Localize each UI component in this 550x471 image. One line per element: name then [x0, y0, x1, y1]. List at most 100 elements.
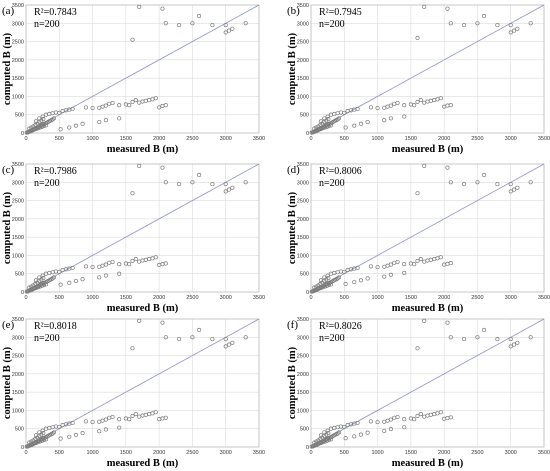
- data-point: [320, 285, 326, 290]
- data-point: [415, 258, 420, 263]
- data-point: [43, 437, 49, 442]
- data-point: [25, 130, 31, 135]
- data-point: [97, 419, 102, 424]
- data-point: [83, 105, 88, 110]
- data-point: [482, 327, 487, 333]
- data-point: [395, 100, 400, 106]
- x-tick-label: 500: [340, 450, 349, 456]
- sample-size-text: n=200: [319, 19, 345, 30]
- data-point: [495, 182, 500, 187]
- x-tick-label: 1000: [86, 295, 98, 301]
- data-point: [508, 189, 513, 194]
- data-point: [368, 419, 373, 424]
- x-tick-label: 2500: [186, 136, 198, 142]
- data-point: [392, 260, 397, 265]
- data-point: [58, 436, 63, 441]
- data-point: [322, 125, 328, 130]
- x-axis-title: measured B (m): [392, 144, 464, 155]
- data-point: [110, 259, 115, 265]
- x-tick-label: 2000: [153, 295, 165, 301]
- data-point: [226, 187, 232, 192]
- data-point: [100, 104, 105, 109]
- data-point: [41, 431, 46, 436]
- data-point: [117, 271, 122, 276]
- x-tick-label: 1500: [120, 450, 132, 456]
- data-point: [312, 126, 317, 131]
- x-tick-label: 1000: [371, 295, 383, 301]
- data-point: [388, 272, 393, 277]
- data-point: [53, 424, 59, 429]
- data-point: [415, 346, 420, 351]
- data-point: [67, 434, 72, 439]
- data-point: [43, 123, 49, 128]
- y-tick-label: 1000: [297, 94, 309, 100]
- y-tick-label: 3000: [297, 335, 309, 341]
- data-point: [310, 289, 316, 294]
- data-point: [438, 410, 443, 415]
- data-point: [103, 103, 108, 108]
- data-point: [29, 287, 35, 292]
- data-point: [312, 443, 318, 448]
- data-point: [150, 97, 155, 102]
- data-point: [51, 116, 57, 121]
- data-point: [39, 283, 45, 288]
- data-point: [73, 278, 78, 284]
- data-point: [140, 99, 145, 104]
- data-point: [482, 172, 487, 178]
- panel-label: (a): [2, 5, 15, 17]
- data-point: [528, 180, 533, 185]
- y-tick-label: 0: [306, 445, 309, 451]
- data-point: [515, 26, 520, 31]
- data-point: [223, 182, 228, 187]
- data-point: [445, 103, 450, 108]
- data-point: [130, 99, 135, 104]
- data-point: [336, 430, 342, 435]
- data-point: [137, 4, 142, 9]
- data-point: [163, 103, 168, 108]
- data-point: [25, 289, 31, 294]
- data-point: [117, 425, 122, 430]
- data-point: [365, 119, 370, 125]
- data-point: [345, 109, 350, 114]
- data-point: [316, 127, 322, 132]
- data-point: [336, 116, 342, 121]
- data-point: [41, 117, 46, 122]
- data-point: [352, 434, 357, 439]
- sample-size-text: n=200: [34, 333, 60, 344]
- x-tick-label: 2500: [186, 450, 198, 456]
- data-point: [130, 346, 135, 351]
- plot-frame: [25, 163, 260, 293]
- x-tick-label: 500: [55, 136, 64, 142]
- data-point: [153, 255, 158, 260]
- data-point: [37, 125, 43, 130]
- data-point: [117, 262, 122, 267]
- data-point: [100, 263, 105, 268]
- data-point: [143, 98, 148, 103]
- data-point: [67, 280, 72, 285]
- x-tick-label: 0: [24, 295, 27, 301]
- data-point: [428, 412, 433, 417]
- y-tick-label: 1000: [297, 408, 309, 414]
- data-point: [388, 116, 393, 121]
- data-point: [160, 416, 165, 421]
- data-point: [435, 256, 440, 261]
- y-tick-label: 0: [21, 290, 24, 296]
- x-axis-title: measured B (m): [107, 458, 179, 469]
- data-point: [107, 415, 112, 420]
- data-point: [462, 337, 467, 342]
- data-point: [223, 23, 228, 28]
- y-tick-label: 1000: [12, 408, 24, 414]
- r-squared-text: R²=0.8018: [34, 321, 77, 332]
- x-tick-label: 500: [55, 450, 64, 456]
- y-tick-label: 2500: [297, 354, 309, 360]
- data-point: [422, 163, 427, 168]
- data-point: [324, 124, 330, 129]
- x-tick-label: 1000: [86, 450, 98, 456]
- data-point: [177, 182, 182, 187]
- data-point: [345, 423, 350, 428]
- data-point: [223, 189, 228, 194]
- data-point: [110, 100, 115, 106]
- data-point: [475, 21, 480, 26]
- data-point: [33, 119, 39, 124]
- data-point: [448, 415, 453, 420]
